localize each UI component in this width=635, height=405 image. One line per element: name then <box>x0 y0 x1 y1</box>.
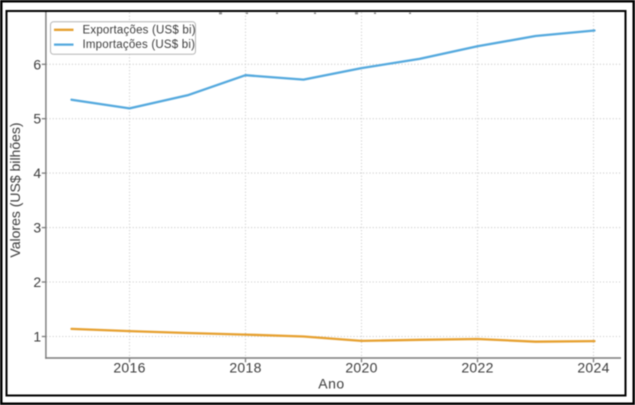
svg-text:2018: 2018 <box>229 360 261 376</box>
svg-text:Exportações (US$ bi): Exportações (US$ bi) <box>83 24 196 36</box>
svg-text:2020: 2020 <box>345 360 377 376</box>
svg-text:Valores (US$ bilhões): Valores (US$ bilhões) <box>7 122 23 257</box>
svg-text:2022: 2022 <box>461 360 493 376</box>
svg-text:4: 4 <box>33 165 41 181</box>
svg-text:Ano: Ano <box>318 376 344 392</box>
svg-text:Importações (US$ bi): Importações (US$ bi) <box>83 39 196 51</box>
svg-text:1: 1 <box>33 329 41 345</box>
svg-text:2024: 2024 <box>577 360 609 376</box>
svg-text:3: 3 <box>33 220 41 236</box>
svg-text:2: 2 <box>33 274 41 290</box>
svg-text:5: 5 <box>33 111 41 127</box>
svg-text:2016: 2016 <box>113 360 145 376</box>
svg-text:6: 6 <box>33 56 41 72</box>
